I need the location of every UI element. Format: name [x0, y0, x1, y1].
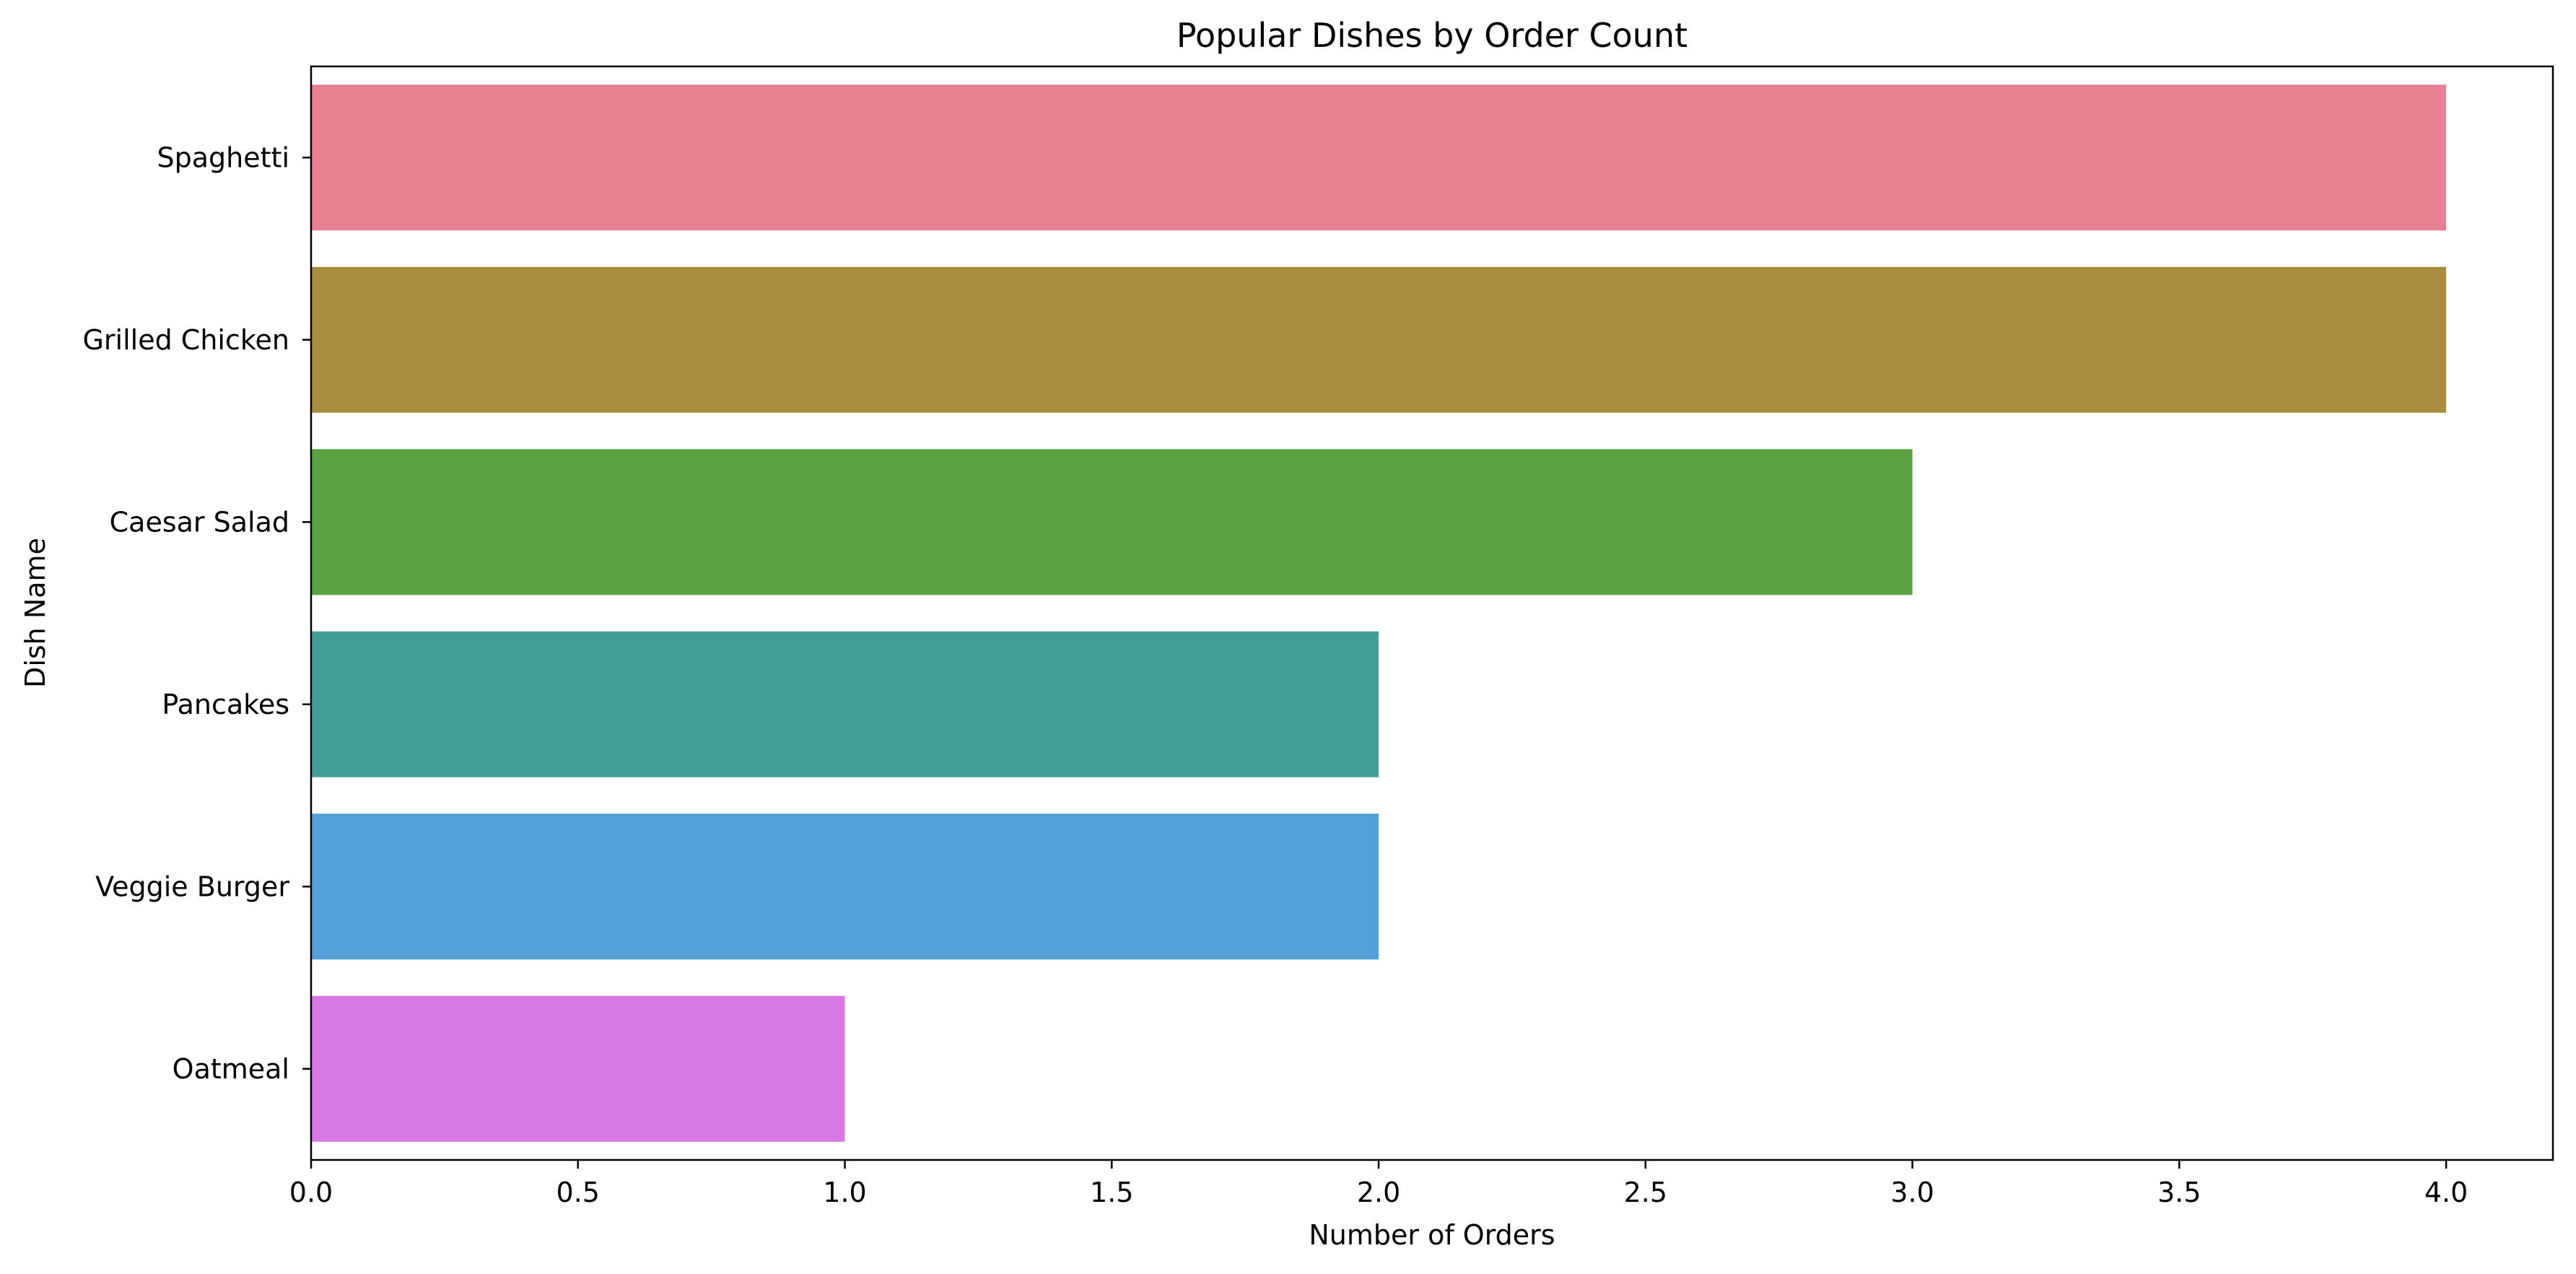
x-axis-ticks: 0.0 0.5 1.0 1.5 2.0 2.5 3.0 3.5 4.0: [289, 1160, 2468, 1208]
bars-group: [311, 84, 2447, 1142]
x-tick-label: 1.5: [1090, 1177, 1133, 1208]
bar-grilled-chicken: [311, 266, 2447, 413]
y-tick-label-veggie-burger: Veggie Burger: [95, 871, 289, 902]
x-axis-label: Number of Orders: [1309, 1219, 1555, 1251]
y-axis-label: Dish Name: [19, 538, 51, 688]
bar-spaghetti: [311, 84, 2447, 231]
bar-veggie-burger: [311, 813, 1379, 960]
y-tick-label-pancakes: Pancakes: [162, 689, 289, 720]
y-tick-label-spaghetti: Spaghetti: [157, 141, 289, 173]
y-tick-label-oatmeal: Oatmeal: [173, 1053, 289, 1085]
x-tick-label: 1.0: [823, 1177, 866, 1208]
y-tick-label-grilled-chicken: Grilled Chicken: [82, 324, 289, 356]
x-tick-label: 4.0: [2424, 1177, 2468, 1208]
bar-pancakes: [311, 631, 1379, 777]
plot-frame: [310, 65, 2554, 1161]
x-tick-label: 3.0: [1890, 1177, 1934, 1208]
x-tick-label: 0.0: [289, 1177, 333, 1208]
bar-caesar-salad: [311, 449, 1913, 595]
bar-oatmeal: [311, 995, 845, 1142]
x-tick-label: 3.5: [2157, 1177, 2201, 1208]
x-tick-label: 2.5: [1624, 1177, 1667, 1208]
x-tick-label: 0.5: [556, 1177, 600, 1208]
y-tick-label-caesar-salad: Caesar Salad: [110, 506, 289, 538]
y-axis-ticks: Spaghetti Grilled Chicken Caesar Salad Panc…: [82, 141, 311, 1085]
x-tick-label: 2.0: [1357, 1177, 1400, 1208]
chart-title: Popular Dishes by Order Count: [1176, 16, 1688, 55]
